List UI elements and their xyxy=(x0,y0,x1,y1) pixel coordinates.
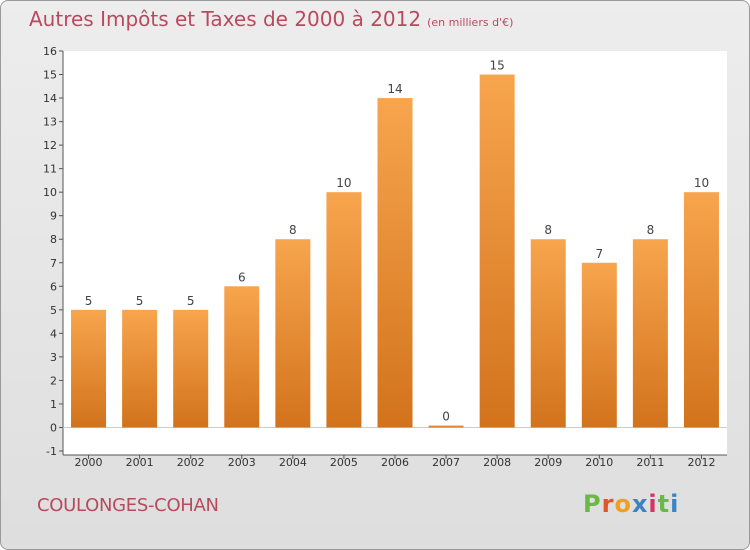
logo-letter: i xyxy=(670,490,680,518)
data-label-2004: 8 xyxy=(289,223,297,237)
data-label-2006: 14 xyxy=(387,82,402,96)
y-tick-label: 15 xyxy=(43,69,57,82)
bar-2002 xyxy=(173,309,209,428)
x-tick-label-2010: 2010 xyxy=(585,456,613,469)
y-tick-label: 0 xyxy=(50,421,57,434)
y-tick-label: 13 xyxy=(43,116,57,129)
logo-letter: t xyxy=(657,490,671,518)
y-tick-label: 9 xyxy=(50,210,57,223)
x-tick-label-2005: 2005 xyxy=(330,456,358,469)
bar-2007 xyxy=(428,425,464,428)
y-tick-label: 12 xyxy=(43,139,57,152)
data-label-2002: 5 xyxy=(187,294,195,308)
y-tick-label: 2 xyxy=(50,374,57,387)
x-tick-label-2012: 2012 xyxy=(687,456,715,469)
commune-name: COULONGES-COHAN xyxy=(37,495,219,516)
bar-2010 xyxy=(581,262,617,428)
x-tick-label-2007: 2007 xyxy=(432,456,460,469)
data-label-2001: 5 xyxy=(136,294,144,308)
bar-2001 xyxy=(122,309,158,428)
proxiti-logo: Proxiti xyxy=(583,490,679,518)
x-tick-label-2003: 2003 xyxy=(228,456,256,469)
logo-letter: r xyxy=(601,490,615,518)
bar-2011 xyxy=(632,239,668,428)
y-tick-label: 16 xyxy=(43,45,57,58)
y-tick-label: 1 xyxy=(50,398,57,411)
chart-subtitle: (en milliers d'€) xyxy=(427,16,514,29)
chart-title: Autres Impôts et Taxes de 2000 à 2012 (en… xyxy=(29,7,513,31)
y-tick-label: 10 xyxy=(43,186,57,199)
y-tick-label: -1 xyxy=(46,445,57,458)
bar-2008 xyxy=(479,74,515,428)
data-label-2005: 10 xyxy=(336,176,351,190)
x-tick-label-2006: 2006 xyxy=(381,456,409,469)
bar-2009 xyxy=(530,239,566,428)
y-tick-label: 6 xyxy=(50,280,57,293)
bar-2000 xyxy=(71,309,107,428)
y-tick-label: 14 xyxy=(43,92,57,105)
bar-2006 xyxy=(377,98,413,428)
bars: 5 5 5 6 8 10 14 0 15 8 7 8 10 xyxy=(71,59,719,428)
data-label-2003: 6 xyxy=(238,270,246,284)
data-label-2000: 5 xyxy=(85,294,93,308)
y-tick-label: 8 xyxy=(50,233,57,246)
x-tick-label-2008: 2008 xyxy=(483,456,511,469)
data-label-2007: 0 xyxy=(442,409,450,423)
bar-2005 xyxy=(326,192,362,428)
x-tick-label-2001: 2001 xyxy=(126,456,154,469)
logo-letter: o xyxy=(614,490,632,518)
data-label-2011: 8 xyxy=(647,223,655,237)
y-tick-label: 7 xyxy=(50,257,57,270)
bar-2012 xyxy=(683,192,719,428)
data-label-2010: 7 xyxy=(595,247,603,261)
logo-letter: P xyxy=(583,490,602,518)
logo-letter: x xyxy=(631,490,649,518)
y-tick-label: 3 xyxy=(50,351,57,364)
bar-2004 xyxy=(275,239,311,428)
x-tick-label-2009: 2009 xyxy=(534,456,562,469)
chart-title-text: Autres Impôts et Taxes de 2000 à 2012 xyxy=(29,7,422,31)
data-label-2012: 10 xyxy=(694,176,709,190)
x-tick-label-2011: 2011 xyxy=(636,456,664,469)
x-tick-label-2004: 2004 xyxy=(279,456,307,469)
data-label-2008: 15 xyxy=(490,59,505,73)
data-label-2009: 8 xyxy=(544,223,552,237)
y-tick-label: 11 xyxy=(43,163,57,176)
y-tick-label: 4 xyxy=(50,327,57,340)
bar-2003 xyxy=(224,286,260,428)
x-tick-label-2000: 2000 xyxy=(75,456,103,469)
y-tick-label: 5 xyxy=(50,304,57,317)
x-tick-label-2002: 2002 xyxy=(177,456,205,469)
logo-letter: i xyxy=(648,490,658,518)
